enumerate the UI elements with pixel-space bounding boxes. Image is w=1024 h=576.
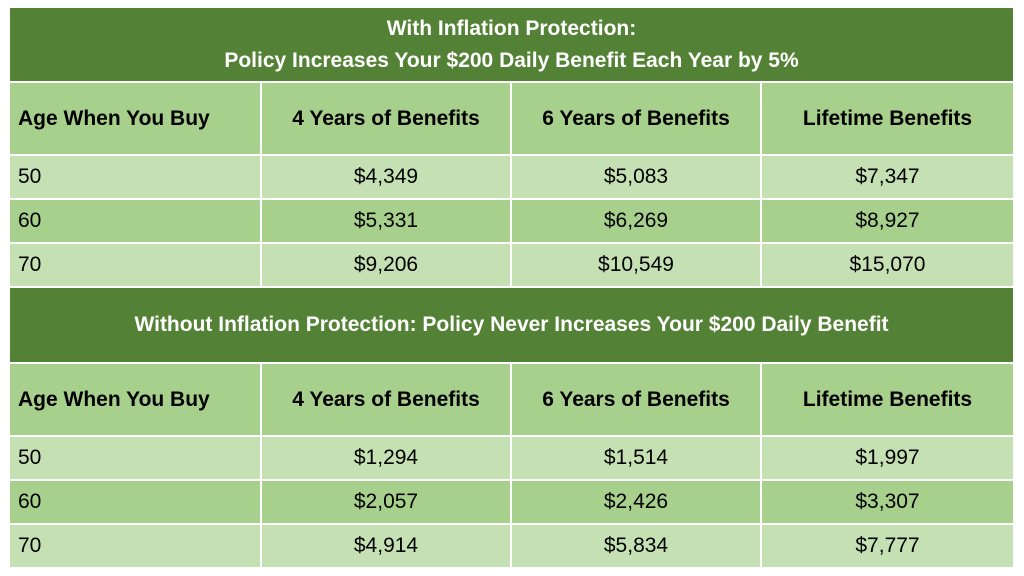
with-inflation-subtitle: Policy Increases Your $200 Daily Benefit… bbox=[224, 48, 799, 72]
four-year-cell: $4,349 bbox=[262, 156, 512, 200]
four-year-cell: $9,206 bbox=[262, 244, 512, 288]
table-row: 60 $5,331 $6,269 $8,927 bbox=[10, 200, 1013, 244]
table-row: 70 $9,206 $10,549 $15,070 bbox=[10, 244, 1013, 288]
column-header-6-years: 6 Years of Benefits bbox=[512, 83, 762, 156]
age-cell: 60 bbox=[10, 481, 262, 525]
without-inflation-title: Without Inflation Protection: Policy Nev… bbox=[134, 313, 889, 336]
four-year-cell: $1,294 bbox=[262, 437, 512, 481]
with-inflation-title: With Inflation Protection: bbox=[386, 16, 637, 40]
column-header-6-years: 6 Years of Benefits bbox=[512, 364, 762, 437]
six-year-cell: $2,426 bbox=[512, 481, 762, 525]
age-cell: 60 bbox=[10, 200, 262, 244]
four-year-cell: $5,331 bbox=[262, 200, 512, 244]
four-year-cell: $2,057 bbox=[262, 481, 512, 525]
table-row: 50 $4,349 $5,083 $7,347 bbox=[10, 156, 1013, 200]
six-year-cell: $6,269 bbox=[512, 200, 762, 244]
table-row: 70 $4,914 $5,834 $7,777 bbox=[10, 525, 1013, 569]
age-cell: 70 bbox=[10, 525, 262, 569]
six-year-cell: $1,514 bbox=[512, 437, 762, 481]
table-row: 50 $1,294 $1,514 $1,997 bbox=[10, 437, 1013, 481]
age-cell: 50 bbox=[10, 156, 262, 200]
with-inflation-header: With Inflation Protection: Policy Increa… bbox=[10, 8, 1013, 83]
six-year-cell: $5,083 bbox=[512, 156, 762, 200]
lifetime-cell: $3,307 bbox=[762, 481, 1013, 525]
age-cell: 50 bbox=[10, 437, 262, 481]
four-year-cell: $4,914 bbox=[262, 525, 512, 569]
table-row: 60 $2,057 $2,426 $3,307 bbox=[10, 481, 1013, 525]
lifetime-cell: $1,997 bbox=[762, 437, 1013, 481]
with-inflation-column-headers: Age When You Buy 4 Years of Benefits 6 Y… bbox=[10, 83, 1013, 156]
without-inflation-header: Without Inflation Protection: Policy Nev… bbox=[10, 288, 1013, 364]
benefits-table: With Inflation Protection: Policy Increa… bbox=[10, 8, 1013, 569]
lifetime-cell: $15,070 bbox=[762, 244, 1013, 288]
six-year-cell: $5,834 bbox=[512, 525, 762, 569]
lifetime-cell: $7,347 bbox=[762, 156, 1013, 200]
column-header-lifetime: Lifetime Benefits bbox=[762, 83, 1013, 156]
column-header-age: Age When You Buy bbox=[10, 83, 262, 156]
column-header-4-years: 4 Years of Benefits bbox=[262, 364, 512, 437]
column-header-lifetime: Lifetime Benefits bbox=[762, 364, 1013, 437]
six-year-cell: $10,549 bbox=[512, 244, 762, 288]
lifetime-cell: $7,777 bbox=[762, 525, 1013, 569]
lifetime-cell: $8,927 bbox=[762, 200, 1013, 244]
column-header-4-years: 4 Years of Benefits bbox=[262, 83, 512, 156]
age-cell: 70 bbox=[10, 244, 262, 288]
column-header-age: Age When You Buy bbox=[10, 364, 262, 437]
without-inflation-column-headers: Age When You Buy 4 Years of Benefits 6 Y… bbox=[10, 364, 1013, 437]
